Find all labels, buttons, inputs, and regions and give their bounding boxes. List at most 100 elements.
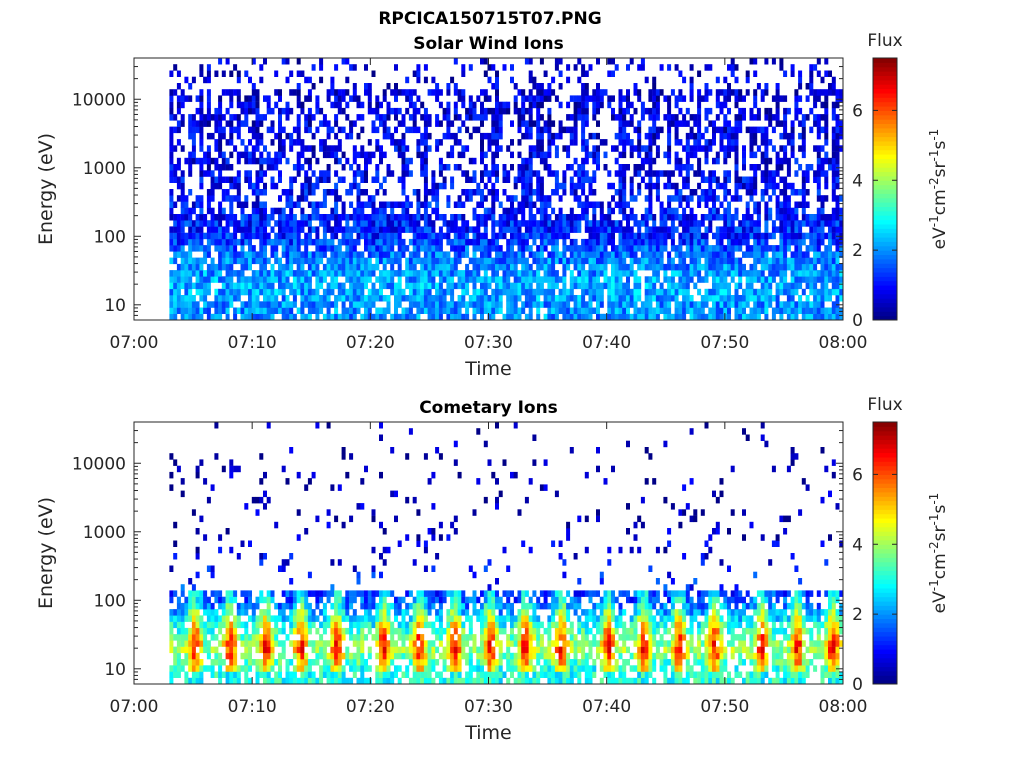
data-cell [292,238,297,246]
data-cell [562,301,567,308]
data-cell [640,257,645,265]
data-cell [244,301,249,308]
data-cell [536,114,541,121]
data-cell [278,151,282,159]
data-cell [435,307,440,314]
data-cell [708,139,713,146]
data-cell [382,270,387,277]
data-cell [412,101,417,109]
data-cell [300,101,305,109]
data-cell [517,114,522,121]
data-cell [487,139,492,146]
data-cell [356,189,361,196]
data-cell [730,257,735,265]
data-cell [248,232,252,240]
data-cell [644,232,649,240]
data-cell [236,307,241,314]
data-cell [292,126,297,134]
data-cell [734,89,739,96]
data-cell [221,288,226,296]
data-cell [824,101,829,109]
data-cell [753,126,758,134]
data-cell [816,145,821,152]
data-cell [596,107,600,115]
data-cell [835,313,840,321]
data-cell [786,170,791,177]
data-cell [423,182,428,190]
data-cell [420,301,425,308]
data-cell [367,276,372,283]
data-cell [218,220,223,227]
data-cell [203,170,208,177]
data-cell [214,232,219,240]
data-cell [180,313,185,321]
data-cell [539,114,544,121]
data-cell [364,232,368,240]
data-cell [824,151,829,159]
data-cell [188,83,193,90]
data-cell [753,95,758,102]
data-cell [551,257,556,265]
data-cell [828,307,832,314]
data-cell [382,282,387,290]
data-cell [622,189,627,196]
data-cell [278,270,282,277]
data-cell [379,270,383,277]
data-cell [296,282,301,290]
data-cell [412,288,417,296]
data-cell [375,214,380,221]
data-cell [655,226,660,233]
data-cell [431,238,436,246]
data-cell [322,145,327,152]
data-cell [203,257,208,265]
data-cell [420,232,425,240]
data-cell [783,257,788,265]
data-cell [225,107,230,115]
data-cell [536,151,541,159]
data-cell [423,157,428,165]
data-cell [446,120,451,127]
data-cell [266,301,271,308]
data-cell [195,95,200,102]
data-cell [337,288,342,296]
data-cell [472,101,477,109]
data-cell [487,145,492,152]
data-cell [375,126,380,134]
data-cell [730,220,735,227]
data-cell [457,164,462,171]
data-cell [749,226,754,233]
data-cell [176,101,181,109]
data-cell [629,288,634,296]
data-cell [637,226,642,233]
data-cell [510,238,514,246]
data-cell [547,288,552,296]
data-cell [176,232,181,240]
data-cell [566,313,571,321]
data-cell [199,195,204,202]
data-cell [655,170,660,177]
data-cell [667,301,672,308]
data-cell [562,126,567,134]
data-cell [397,176,402,183]
data-cell [554,257,559,265]
data-cell [745,245,750,252]
data-cell [764,288,769,296]
data-cell [588,307,593,314]
data-cell [375,232,380,240]
data-cell [319,270,324,277]
data-cell [423,276,428,283]
data-cell [169,226,174,233]
data-cell [229,282,234,290]
data-cell [528,76,533,84]
data-cell [539,214,544,221]
data-cell [689,251,694,258]
data-cell [506,282,511,290]
data-cell [622,151,627,159]
data-cell [465,238,470,246]
data-cell [719,263,724,271]
data-cell [745,214,750,221]
data-cell [768,276,773,283]
data-cell [629,232,634,240]
colorbar-segment [873,123,897,129]
data-cell [461,201,466,208]
